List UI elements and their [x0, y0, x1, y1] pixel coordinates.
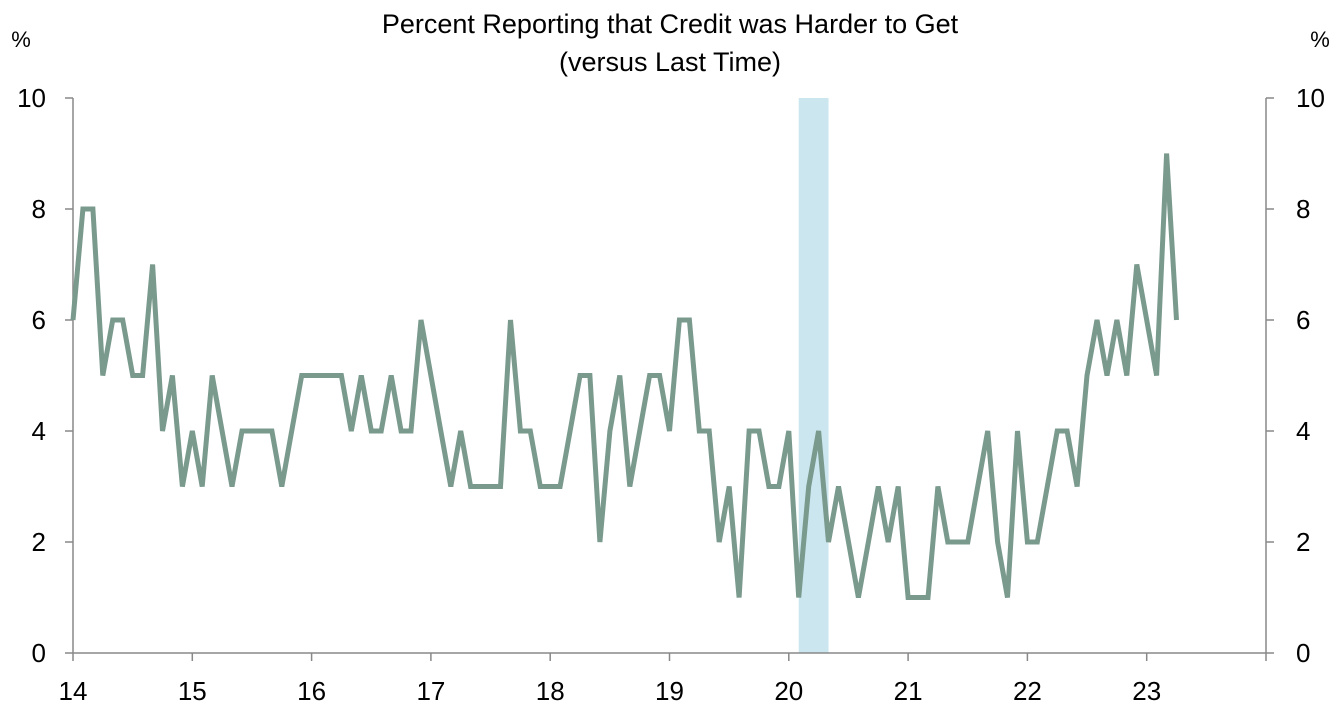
- x-tick-label-16: 16: [297, 676, 326, 706]
- y-tick-label-left-2: 2: [32, 527, 46, 557]
- y-tick-label-right-4: 4: [1296, 416, 1310, 446]
- x-tick-label-17: 17: [416, 676, 445, 706]
- y-tick-label-left-8: 8: [32, 194, 46, 224]
- y-tick-label-left-0: 0: [32, 638, 46, 668]
- right-axis-unit: %: [1310, 27, 1330, 52]
- x-tick-label-15: 15: [178, 676, 207, 706]
- chart-title: Percent Reporting that Credit was Harder…: [382, 9, 959, 39]
- series-layer: [70, 153, 1179, 600]
- y-tick-label-right-2: 2: [1296, 527, 1310, 557]
- series-line-0: [70, 153, 1179, 600]
- x-tick-label-18: 18: [536, 676, 565, 706]
- x-tick-label-20: 20: [774, 676, 803, 706]
- y-tick-label-right-10: 10: [1296, 83, 1325, 113]
- x-tick-label-22: 22: [1013, 676, 1042, 706]
- left-axis-unit: %: [11, 27, 31, 52]
- y-tick-label-right-8: 8: [1296, 194, 1310, 224]
- chart-subtitle: (versus Last Time): [559, 47, 781, 77]
- x-tick-label-19: 19: [655, 676, 684, 706]
- y-tick-label-left-6: 6: [32, 305, 46, 335]
- x-tick-label-21: 21: [894, 676, 923, 706]
- x-tick-label-14: 14: [59, 676, 88, 706]
- x-tick-label-23: 23: [1132, 676, 1161, 706]
- y-tick-label-left-4: 4: [32, 416, 46, 446]
- y-tick-label-right-6: 6: [1296, 305, 1310, 335]
- y-tick-label-left-10: 10: [17, 83, 46, 113]
- y-tick-label-right-0: 0: [1296, 638, 1310, 668]
